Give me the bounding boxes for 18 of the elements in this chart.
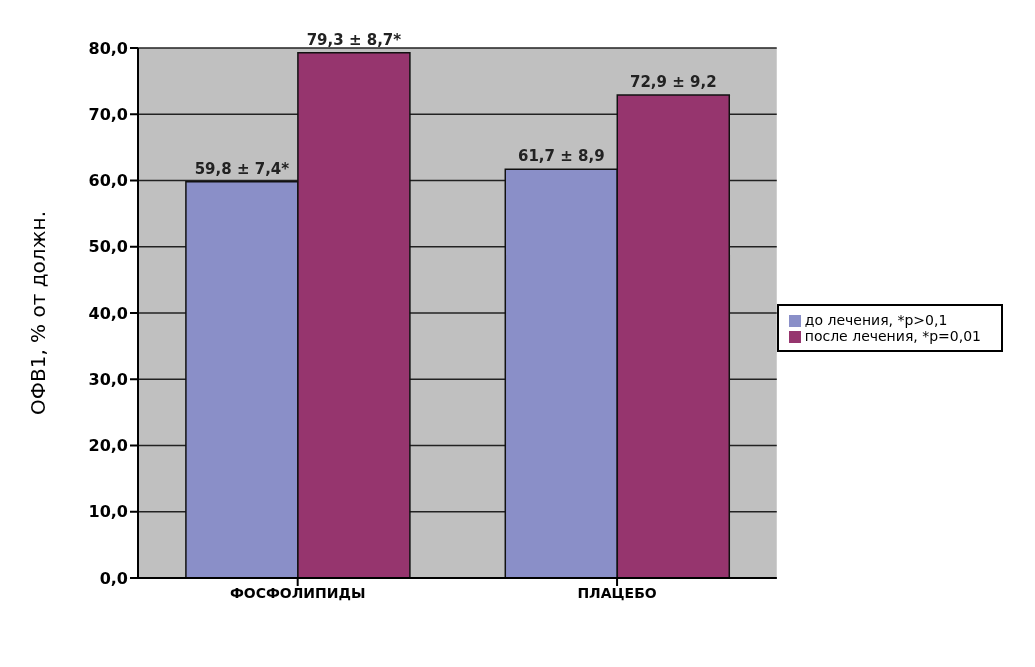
y-tick-label: 10,0 — [88, 502, 128, 522]
y-tick-label: 40,0 — [88, 303, 128, 323]
y-tick-label: 30,0 — [88, 369, 128, 389]
data-label: 59,8 ± 7,4* — [194, 159, 290, 178]
x-tick-label: ФОСФОЛИПИДЫ — [229, 584, 366, 601]
y-tick-label: 80,0 — [88, 38, 128, 58]
y-tick-label: 20,0 — [88, 436, 128, 456]
legend-label: до лечения, *p>0,1 — [804, 312, 948, 328]
data-label: 72,9 ± 9,2 — [629, 73, 717, 92]
y-tick-label: 70,0 — [88, 104, 128, 124]
data-label: 61,7 ± 8,9 — [517, 147, 605, 166]
data-label: 79,3 ± 8,7* — [306, 30, 402, 49]
x-tick-label: ПЛАЦЕБО — [577, 584, 657, 601]
y-tick-label: 0,0 — [99, 568, 128, 588]
y-axis-title: ОФВ1, % от должн. — [26, 210, 51, 416]
y-tick-label: 60,0 — [88, 171, 128, 191]
legend-label: после лечения, *p=0,01 — [804, 328, 981, 344]
y-tick-label: 50,0 — [88, 237, 128, 257]
